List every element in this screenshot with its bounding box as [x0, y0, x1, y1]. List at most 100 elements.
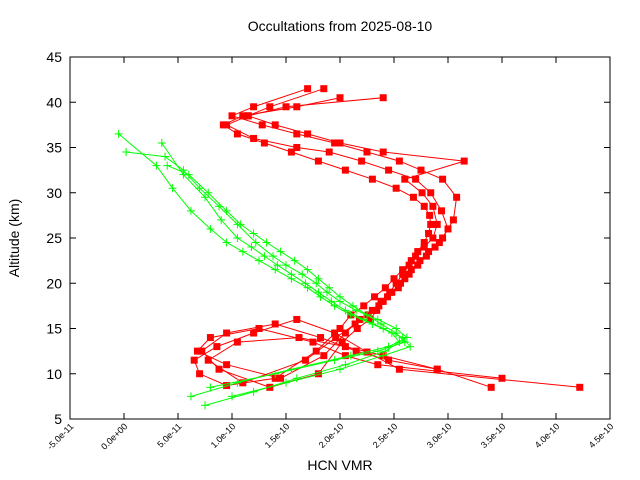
data-point	[332, 334, 340, 342]
data-point	[449, 216, 457, 224]
data-point	[392, 279, 400, 287]
data-point	[394, 284, 402, 292]
data-point	[384, 293, 392, 301]
data-point	[244, 112, 252, 120]
data-point	[258, 121, 266, 129]
data-point	[360, 302, 368, 310]
data-point	[429, 202, 437, 210]
data-point	[293, 315, 301, 323]
data-point	[282, 261, 290, 270]
data-point	[204, 356, 212, 364]
y-axis-label: Altitude (km)	[6, 199, 22, 278]
data-point	[201, 401, 209, 410]
data-point	[314, 274, 323, 283]
data-point	[385, 166, 393, 174]
data-point	[323, 288, 332, 297]
data-point	[374, 361, 382, 369]
chart-title: Occultations from 2025-08-10	[248, 18, 433, 34]
data-point	[312, 279, 321, 288]
data-point	[358, 157, 366, 165]
data-point	[416, 257, 424, 265]
data-point	[222, 206, 231, 215]
data-point	[271, 121, 279, 129]
x-tick-label: 3.5e-10	[479, 421, 508, 450]
data-point	[425, 248, 433, 256]
y-tick-label: 30	[46, 185, 62, 201]
data-point	[379, 148, 387, 156]
data-point	[420, 243, 428, 251]
data-point	[487, 383, 495, 391]
data-point	[405, 270, 413, 278]
data-point	[204, 188, 213, 197]
data-point	[414, 261, 422, 269]
data-point	[341, 352, 349, 360]
x-tick-label: 1.0e-10	[209, 421, 238, 450]
data-point	[336, 325, 344, 332]
data-point	[379, 94, 387, 102]
data-point	[377, 319, 386, 328]
data-point	[303, 265, 312, 274]
data-point	[371, 293, 379, 301]
data-point	[390, 275, 398, 283]
data-point	[392, 329, 401, 338]
data-point	[114, 129, 123, 138]
y-tick-label: 5	[54, 411, 62, 427]
data-point	[233, 234, 242, 242]
data-point	[228, 392, 236, 401]
data-point	[293, 103, 301, 111]
data-point	[438, 207, 446, 215]
data-point	[152, 161, 161, 170]
data-point	[396, 279, 404, 287]
data-point	[287, 148, 295, 156]
data-point	[401, 275, 409, 283]
data-point	[260, 139, 268, 147]
data-point	[293, 130, 301, 138]
data-point	[576, 383, 584, 391]
data-point	[381, 284, 389, 292]
data-point	[418, 189, 426, 197]
data-point	[422, 252, 430, 260]
data-point	[304, 85, 312, 93]
data-point	[320, 85, 328, 93]
x-tick-label: 5.0e-11	[155, 421, 183, 449]
data-point	[186, 392, 195, 401]
data-point	[206, 224, 215, 233]
data-point	[351, 320, 359, 328]
data-point	[309, 338, 317, 346]
data-point	[460, 157, 468, 165]
plot-frame	[69, 56, 611, 420]
data-point	[206, 334, 214, 342]
data-point	[420, 202, 428, 210]
data-point	[336, 94, 344, 102]
data-point	[233, 338, 241, 346]
data-point	[168, 184, 177, 193]
data-point	[420, 239, 428, 247]
data-point	[260, 252, 269, 261]
x-tick-label: 2.0e-10	[317, 421, 346, 450]
data-point	[379, 351, 388, 360]
data-point	[341, 329, 349, 337]
data-point	[417, 166, 425, 174]
data-point	[385, 356, 393, 364]
data-point	[444, 225, 452, 233]
data-point	[236, 220, 245, 229]
y-tick-label: 20	[46, 275, 62, 291]
data-point	[304, 130, 312, 138]
y-tick-label: 35	[46, 140, 62, 156]
data-point	[239, 379, 247, 387]
data-point	[223, 361, 231, 369]
data-point	[373, 306, 381, 314]
data-point	[255, 325, 263, 332]
plot-area	[114, 85, 584, 410]
data-point	[363, 148, 371, 156]
data-point	[223, 121, 231, 129]
data-point	[435, 239, 443, 247]
data-point	[317, 334, 325, 342]
y-tick-label: 45	[46, 49, 62, 65]
series-line	[118, 133, 401, 406]
data-point	[368, 306, 376, 314]
data-point	[427, 220, 435, 228]
data-point	[331, 329, 339, 337]
data-point	[346, 351, 355, 360]
